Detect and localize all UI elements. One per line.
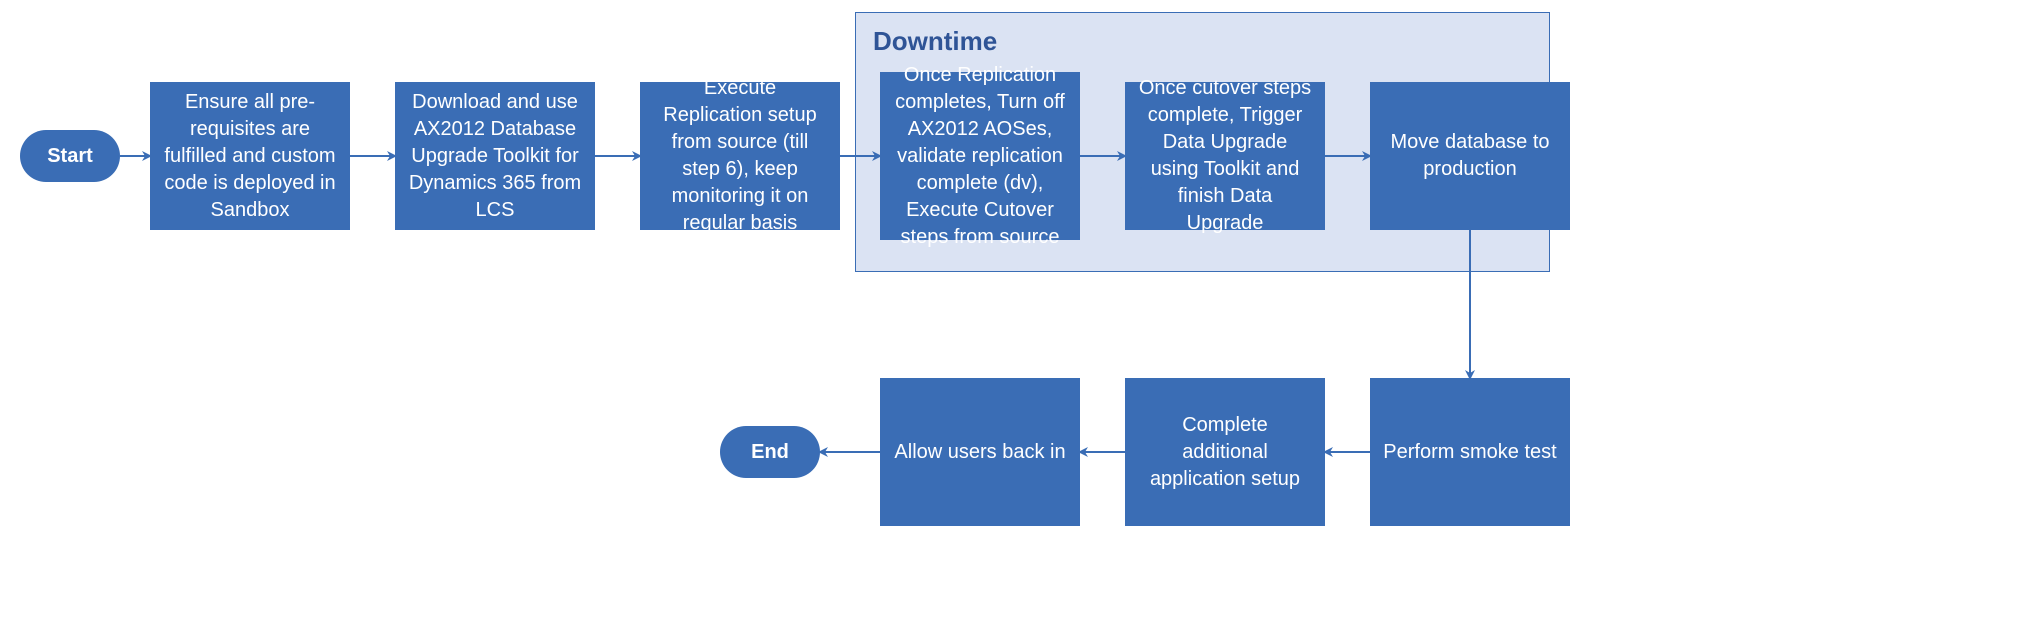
node-end: End [720,426,820,478]
flowchart-canvas: Downtime Start Ensure all pre-requisites … [0,0,2036,624]
node-start: Start [20,130,120,182]
downtime-label: Downtime [873,26,997,57]
node-n7: Perform smoke test [1370,378,1570,526]
node-n3: Execute Replication setup from source (t… [640,82,840,230]
node-n5: Once cutover steps complete, Trigger Dat… [1125,82,1325,230]
node-n4: Once Replication completes, Turn off AX2… [880,72,1080,240]
node-n6: Move database to production [1370,82,1570,230]
node-n1: Ensure all pre-requisites are fulfilled … [150,82,350,230]
node-n2: Download and use AX2012 Database Upgrade… [395,82,595,230]
node-n8: Complete additional application setup [1125,378,1325,526]
node-n9: Allow users back in [880,378,1080,526]
